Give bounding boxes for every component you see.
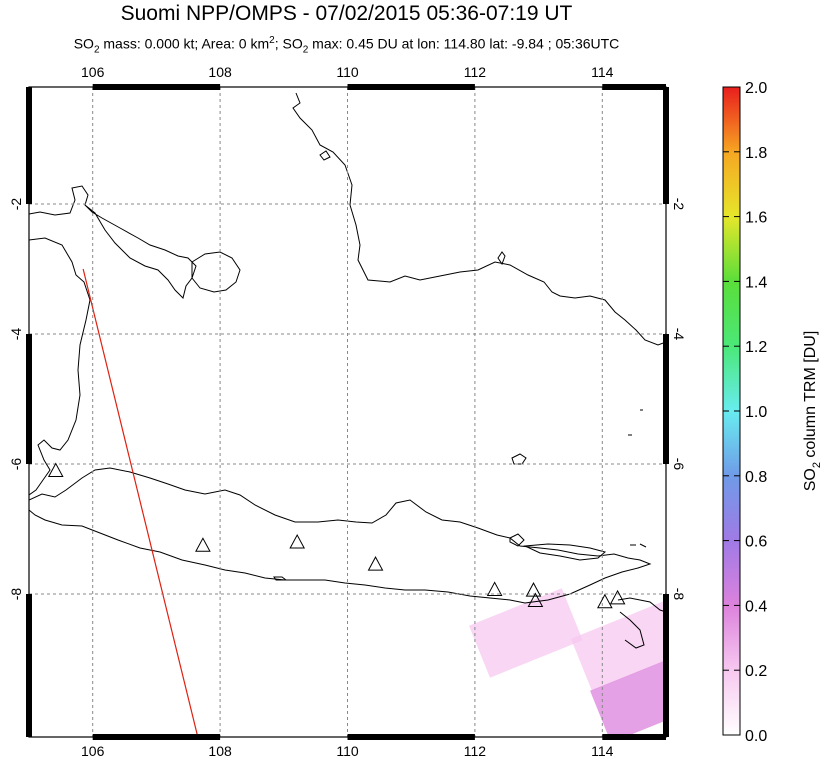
subtitle-sub-1: 2	[93, 44, 100, 56]
volcano-marker	[597, 593, 613, 609]
volcano-marker	[47, 462, 64, 477]
map-tick-labels: 106 106 108 108 110 110 112 112 114 114 -2 -2 -4 -4 -6…	[8, 64, 687, 759]
so2-cell	[570, 601, 666, 691]
lat-tick-label-left: -6	[8, 458, 24, 471]
colorbar-tick-label: 0.6	[745, 534, 767, 551]
so2-cell	[513, 250, 628, 340]
so2-cell	[175, 614, 290, 704]
lon-tick-label-top: 106	[81, 64, 105, 80]
frame-segment-left	[26, 594, 32, 737]
so2-cell	[418, 185, 532, 275]
colorbar-tick-label: 1.0	[745, 404, 767, 421]
frame-segment-bottom	[347, 734, 475, 740]
lat-tick-label-right: -6	[671, 458, 687, 471]
subtitle-sup-2: 2	[269, 35, 275, 46]
orbit-edge-line	[82, 268, 199, 737]
colorbar-label-part-1: SO	[802, 468, 819, 491]
lon-tick-label-bottom: 106	[81, 743, 105, 759]
so2-cell	[252, 315, 367, 405]
frame-segment-top	[347, 84, 475, 90]
frame-segment-left	[26, 87, 32, 204]
volcano-markers	[47, 462, 626, 609]
colorbar-tick-label: 1.2	[745, 339, 767, 356]
frame-segment-bottom	[602, 734, 666, 740]
frame-checker-segments	[26, 84, 669, 740]
lon-tick-label-bottom: 108	[208, 743, 232, 759]
colorbar-label: SO2 column TRM [DU]	[802, 331, 823, 492]
volcano-marker	[195, 537, 211, 552]
lat-tick-label-right: -4	[671, 328, 687, 341]
colorbar-tick-label: 0.4	[745, 598, 767, 615]
so2-cell	[74, 640, 188, 730]
lon-tick-label-top: 114	[591, 64, 614, 80]
colorbar-tick-label: 0.8	[745, 469, 767, 486]
subtitle-text-4: max: 0.45 DU at lon: 114.80 lat: -9.84 ;…	[308, 35, 620, 52]
frame-segment-top	[602, 84, 666, 90]
so2-cell	[590, 653, 666, 737]
lon-tick-label-top: 108	[208, 64, 232, 80]
lon-tick-label-bottom: 114	[591, 743, 614, 759]
coastline-sumatra	[29, 185, 197, 496]
so2-cell	[290, 575, 405, 665]
coastline-madura	[523, 543, 607, 561]
so2-cell	[367, 354, 481, 444]
colorbar-tick-label: 2.0	[745, 80, 767, 97]
lat-tick-label-left: -4	[8, 328, 24, 341]
frame-segment-right	[663, 334, 669, 464]
lon-tick-label-top: 112	[464, 64, 487, 80]
volcano-marker	[486, 581, 503, 596]
lon-tick-label-bottom: 110	[336, 743, 359, 759]
subtitle-text-2: mass: 0.000 kt; Area: 0 km	[99, 35, 270, 52]
frame-segment-right	[663, 87, 669, 204]
frame-segment-left	[26, 334, 32, 464]
volcano-marker	[367, 556, 384, 571]
colorbar-label-sub: 2	[811, 462, 823, 468]
coastline-java	[29, 467, 652, 604]
colorbar-tick-label: 0.0	[745, 728, 767, 745]
so2-cell	[131, 263, 246, 353]
subtitle-text-3: ; SO	[274, 35, 303, 52]
colorbar-tick-label: 1.8	[745, 145, 767, 162]
colorbar-ticks: 0.0 0.2 0.4 0.6 0.8 1.0 1.2 1.4 1.6 1.8 2.0	[723, 80, 767, 745]
subtitle-text-1: SO	[73, 35, 94, 52]
coastlines	[29, 92, 666, 649]
frame-segment-bottom	[92, 734, 221, 740]
frame-segment-right	[663, 594, 669, 737]
lat-tick-label-right: -8	[671, 588, 687, 601]
volcano-marker	[289, 533, 306, 549]
so2-cell	[469, 588, 583, 678]
chart-title: Suomi NPP/OMPS - 07/02/2015 05:36-07:19 …	[120, 2, 573, 25]
coastline-bali	[617, 597, 666, 649]
colorbar-label-part-2: column TRM [DU]	[802, 331, 819, 462]
colorbar-tick-label: 1.6	[745, 210, 767, 227]
lat-tick-label-left: -2	[8, 198, 24, 211]
lat-tick-label-right: -2	[671, 198, 687, 211]
colorbar-tick-label: 0.2	[745, 663, 767, 680]
lon-tick-label-top: 110	[336, 64, 359, 80]
lon-tick-label-bottom: 112	[464, 743, 487, 759]
coastline-bangka	[191, 251, 241, 293]
coastline-kalimantan	[292, 92, 666, 346]
frame-segment-top	[92, 84, 221, 90]
chart-subtitle: SO2 mass: 0.000 kt; Area: 0 km2; SO2 max…	[0, 35, 693, 55]
so2-cell	[290, 107, 405, 197]
volcano-marker	[527, 592, 544, 607]
lat-tick-label-left: -8	[8, 588, 24, 601]
subtitle-sub-3: 2	[302, 44, 309, 56]
map-grid	[29, 87, 666, 737]
volcano-marker	[609, 589, 626, 605]
colorbar-tick-label: 1.4	[745, 274, 767, 291]
coastline-islets	[273, 150, 647, 581]
